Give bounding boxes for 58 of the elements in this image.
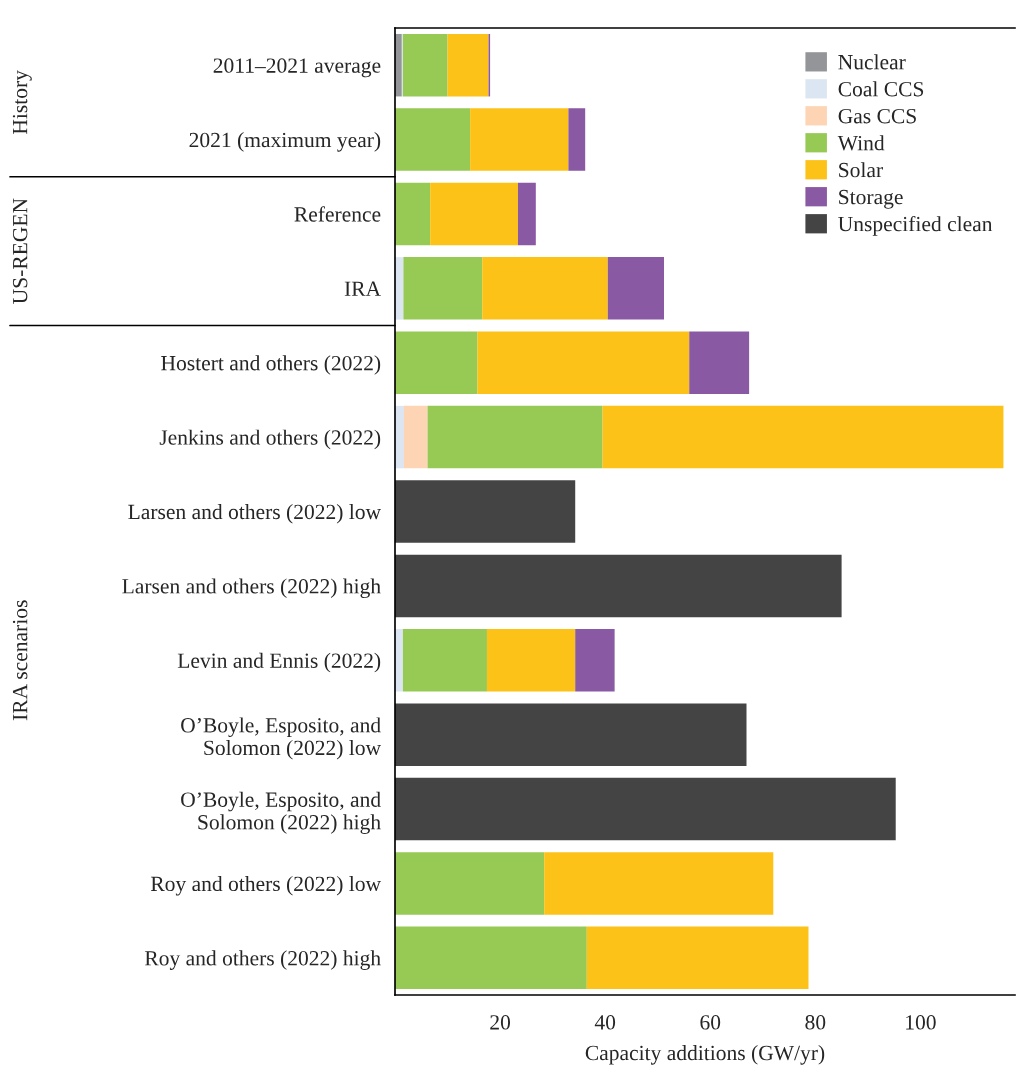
y-tick-label: Roy and others (2022) high (144, 950, 381, 970)
y-tick-label: Roy and others (2022) low (150, 875, 382, 896)
bar (395, 554, 842, 618)
bar (403, 257, 483, 320)
bar (575, 629, 615, 692)
bar (395, 331, 478, 394)
bar (470, 108, 569, 171)
bar (395, 703, 747, 766)
bar (447, 33, 489, 97)
y-tick-label: Hostert and others (2022) (161, 355, 381, 375)
y-tick-label: 2021 (maximum year) (189, 132, 381, 152)
legend-label: Coal CCS (838, 81, 924, 97)
y-tick-label: Larsen and others (2022) high (122, 578, 381, 598)
x-tick-label: 100 (906, 1015, 936, 1030)
bar (395, 777, 896, 841)
legend-label: Nuclear (838, 54, 906, 70)
bar (430, 182, 518, 246)
bar (482, 257, 608, 320)
y-tick-label: Levin and Ennis (2022) (177, 652, 381, 673)
bar (395, 480, 576, 543)
y-tick-label: O’Boyle, Esposito, and Solomon (2022) high (181, 791, 381, 834)
y-tick-label: 2011–2021 average (213, 58, 381, 78)
text: History (12, 70, 32, 135)
bar (586, 926, 809, 990)
y-tick-label: IRA (344, 281, 381, 296)
y-tick-label: Larsen and others (2022) low (128, 504, 382, 524)
x-tick-label: 40 (594, 1015, 616, 1030)
bar (395, 852, 545, 915)
bar (395, 629, 403, 692)
x-axis-title: Capacity additions (GW/yr) (585, 1045, 825, 1065)
x-tick-label: 80 (805, 1015, 826, 1030)
y-tick-label: Reference (294, 206, 381, 222)
bar (427, 405, 603, 469)
x-tick-label: 60 (700, 1015, 721, 1030)
bar (689, 331, 750, 394)
bar (403, 405, 428, 469)
y-tick-label: Jenkins and others (2022) (159, 429, 381, 450)
legend-label: Storage (839, 189, 903, 209)
bar (395, 182, 431, 246)
bar (544, 852, 774, 915)
legend-label: Wind (837, 135, 885, 151)
bar (395, 108, 471, 171)
bar (402, 33, 448, 97)
x-tick-label: 20 (490, 1015, 511, 1030)
legend-label: Gas CCS (838, 108, 916, 124)
bar (486, 629, 576, 692)
bar (607, 257, 665, 320)
bar (602, 405, 1004, 469)
legend-label: Unspecified clean (838, 215, 993, 236)
bar (477, 331, 690, 394)
bar (517, 182, 536, 246)
text: IRA scenarios (12, 600, 28, 721)
bar (568, 108, 586, 171)
y-tick-label: O’Boyle, Esposito, and Solomon (2022) low (181, 717, 382, 760)
text: US-REGEN (12, 198, 28, 304)
legend-label: Solar (839, 162, 883, 178)
bar (395, 926, 587, 990)
bar (402, 629, 487, 692)
